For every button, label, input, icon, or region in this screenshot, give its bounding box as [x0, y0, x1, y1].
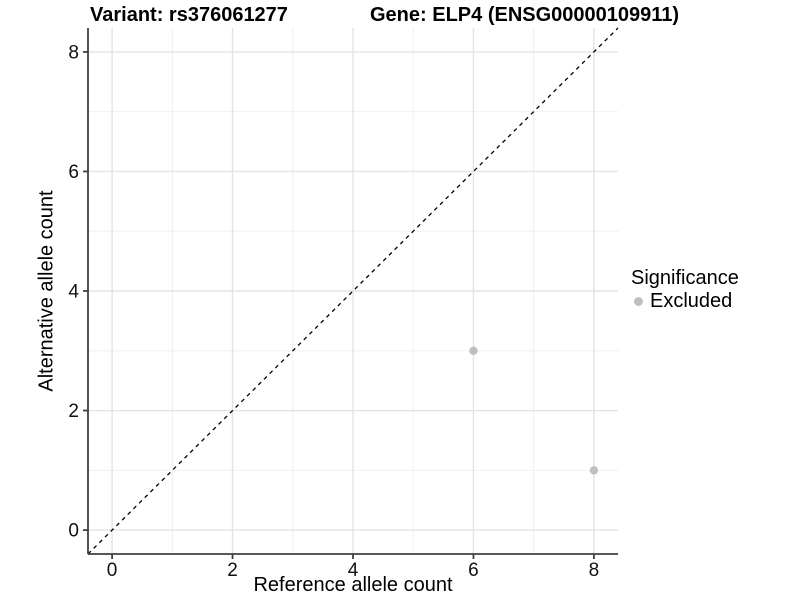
- data-point: [469, 346, 478, 355]
- y-tick-label: 4: [68, 282, 79, 303]
- plot-title-gene: Gene: ELP4 (ENSG00000109911): [370, 4, 680, 26]
- legend-entry-label: Excluded: [650, 290, 733, 312]
- x-tick-label: 8: [589, 560, 600, 581]
- legend-point-swatch: [634, 296, 643, 306]
- data-point: [589, 466, 599, 475]
- x-tick-label: 0: [107, 560, 118, 581]
- x-axis-title: Reference allele count: [253, 574, 453, 596]
- plot-title-variant: Variant: rs376061277: [90, 4, 288, 26]
- y-tick-label: 2: [68, 401, 79, 422]
- x-tick-label: 4: [348, 560, 359, 581]
- legend-title: Significance: [631, 267, 739, 289]
- legend: Significance Excluded: [631, 267, 739, 312]
- x-tick-label: 2: [227, 560, 238, 581]
- x-tick-label: 6: [468, 560, 479, 581]
- y-tick-label: 6: [68, 162, 79, 183]
- y-tick-label: 0: [68, 521, 79, 542]
- y-axis-title: Alternative allele count: [35, 190, 58, 392]
- y-tick-label: 8: [68, 43, 79, 64]
- legend-entry-excluded: Excluded: [631, 290, 739, 312]
